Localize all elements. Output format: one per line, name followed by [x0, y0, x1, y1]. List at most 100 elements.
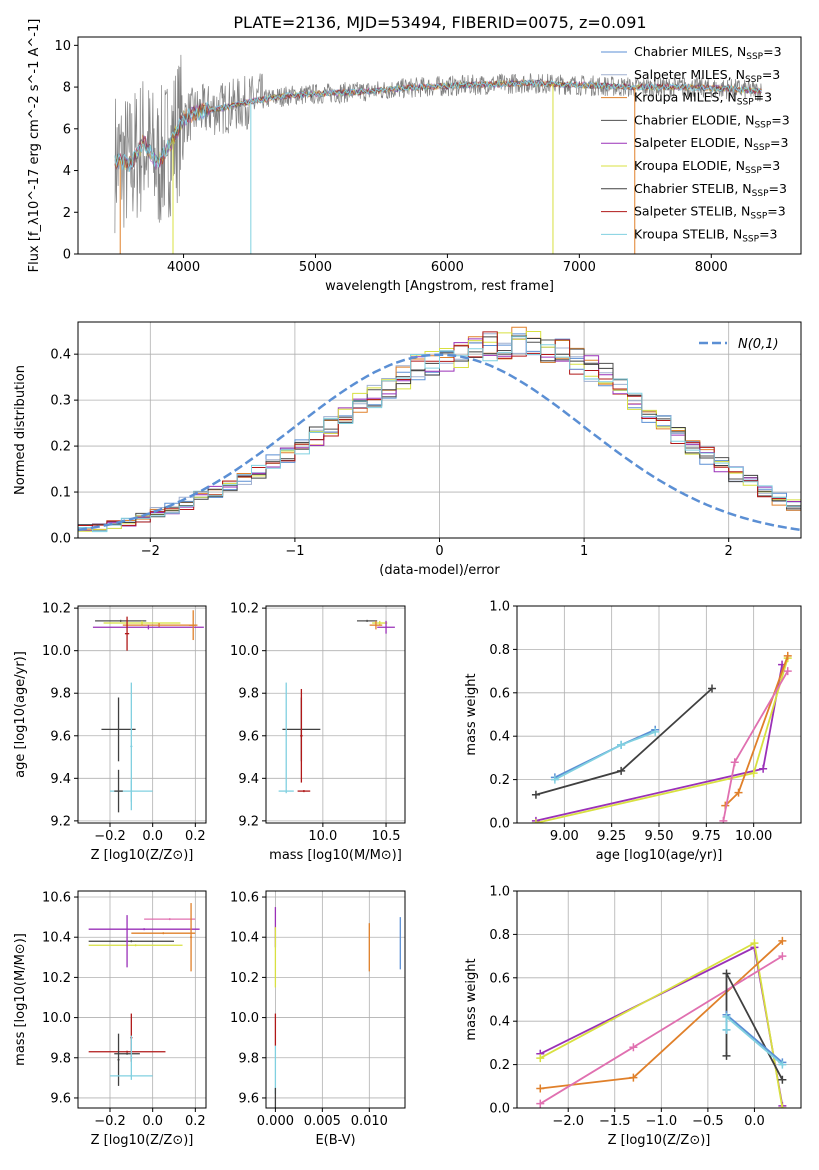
residuals-plot-area: [78, 326, 801, 536]
legend-entry-suffix: =3: [767, 204, 785, 219]
legend-entry-suffix: =3: [771, 112, 789, 127]
spectrum-xtick-label: 7000: [563, 260, 596, 275]
age_vs_z-ytick-label: 10.0: [42, 644, 71, 659]
weight_vs_z-xlabel: Z [log10(Z/Z⊙)]: [608, 1133, 711, 1148]
weight_vs_age-ytick-label: 0.2: [489, 773, 510, 788]
age_vs_mass-ytick-label: 9.6: [238, 729, 259, 744]
legend-entry-sub: SSP: [752, 189, 769, 199]
age_vs_z-panel: −0.2 0.0 0.2 9.2 9.4 9.6 9.8 10.0 10.2 Z [log10(Z…: [13, 602, 207, 863]
weight_vs_z-ytick-label: 0.6: [489, 971, 510, 986]
age_vs_z-plot-area: [92, 610, 204, 813]
weight_vs_age-series-4: [535, 657, 789, 823]
weight_vs_age-marker: [783, 667, 792, 676]
weight_vs_z-frame: [516, 890, 802, 1109]
residuals-xtick-label: −1: [285, 544, 304, 559]
spectrum-ytick-label: 10: [54, 39, 71, 54]
weight_vs_age-xtick-label: 9.75: [692, 829, 721, 844]
mass_vs_z-frame: [77, 890, 207, 1109]
age_vs_z-ytick-label: 9.4: [50, 772, 71, 787]
legend-entry-sub: SSP: [753, 143, 770, 153]
age_vs_mass-xtick-label: 10.0: [308, 829, 337, 844]
histogram-step-4: [78, 338, 801, 532]
residuals-legend-label: N(0,1): [738, 337, 779, 352]
weight_vs_age-marker: [550, 775, 559, 784]
weight_vs_age-series-2: [535, 687, 713, 796]
residuals-ytick-label: 0.1: [50, 486, 71, 501]
residuals-xtick-label: 2: [725, 544, 733, 559]
weight_vs_z-xtick-label: 0.0: [744, 1114, 765, 1129]
mass_vs_z-ytick-label: 10.2: [42, 971, 71, 986]
residuals-xtick-label: 1: [580, 544, 588, 559]
residuals-ytick-label: 0.4: [50, 348, 71, 363]
spectrum-legend: Chabrier MILES, NSSP=3 Salpeter MILES, NS…: [601, 44, 790, 244]
age_vs_z-ylabel: age [log10(age/yr)]: [13, 651, 28, 778]
mass_vs_z-xtick-label: 0.0: [142, 1114, 163, 1129]
mass_vs_ebv-xtick-label: 0.000: [257, 1114, 294, 1129]
weight_vs_age-ylabel: mass weight: [464, 673, 479, 755]
mass_vs_z-ytick-label: 10.0: [42, 1011, 71, 1026]
spectrum-ytick-label: 6: [63, 122, 71, 137]
age_vs_z-xtick-label: 0.2: [185, 829, 206, 844]
residuals-ylabel: Normed distribution: [13, 365, 28, 495]
age_vs_z-ytick-label: 10.2: [42, 602, 71, 617]
age_vs_mass-xtick-label: 10.5: [372, 829, 401, 844]
legend-entry-suffix: =3: [770, 135, 788, 150]
mass_vs_ebv-ytick-label: 10.6: [230, 891, 259, 906]
age_vs_mass-xlabel: mass [log10(M/M⊙)]: [269, 848, 402, 863]
legend-entry: Chabrier STELIB, NSSP=3: [634, 181, 787, 199]
age_vs_mass-ytick-label: 10.2: [230, 602, 259, 617]
legend-entry: Salpeter MILES, NSSP=3: [634, 67, 780, 85]
residuals-panel: −2 −1 0 1 2 0.0 0.1 0.2 0.3 0.4 (data-model)/error…: [13, 321, 802, 578]
weight_vs_z-marker: [778, 1060, 787, 1069]
histogram-step-8: [78, 336, 801, 533]
weight_vs_age-ytick-label: 0.0: [489, 817, 510, 832]
legend-entry-sub: SSP: [750, 212, 767, 222]
spectrum-plot-area: [114, 54, 762, 254]
weight_vs_age-marker: [734, 788, 743, 797]
weight_vs_z-panel: −2.0 −1.5 −1.0 −0.5 0.0 0.0 0.2 0.4 0.6 0.8 1.0 Z […: [464, 885, 802, 1148]
legend-entry-suffix: =3: [762, 158, 780, 173]
age_vs_mass-ytick-label: 9.2: [238, 814, 259, 829]
mass_vs_z-ytick-label: 10.6: [42, 891, 71, 906]
legend-entry: Chabrier ELODIE, NSSP=3: [634, 112, 790, 130]
weight_vs_age-marker: [651, 727, 660, 736]
mass_vs_ebv-ytick-label: 10.0: [230, 1011, 259, 1026]
spectrum-xtick-label: 4000: [167, 260, 200, 275]
legend-entry: Chabrier MILES, NSSP=3: [634, 44, 782, 62]
weight_vs_age-xtick-label: 9.25: [597, 829, 626, 844]
mass_vs_ebv-xtick-label: 0.010: [351, 1114, 388, 1129]
spectrum-xlabel: wavelength [Angstrom, rest frame]: [325, 279, 554, 294]
histogram-step-2: [78, 326, 801, 533]
age_vs_z-ytick-label: 9.6: [50, 729, 71, 744]
weight_vs_age-marker: [719, 816, 728, 823]
legend-entry-suffix: =3: [769, 181, 787, 196]
weight_vs_z-marker: [750, 939, 759, 948]
spectrum-xtick-label: 5000: [299, 260, 332, 275]
weight_vs_age-marker: [531, 819, 540, 823]
mass_vs_z-ytick-label: 9.6: [50, 1091, 71, 1106]
weight_vs_z-marker: [536, 1084, 545, 1093]
figure-title: PLATE=2136, MJD=53494, FIBERID=0075, z=0…: [233, 13, 646, 32]
mass_vs_ebv-panel: 0.000 0.005 0.010 9.6 9.8 10.0 10.2 10.4 10.6 E(B…: [230, 890, 406, 1148]
age_vs_mass-panel: 10.0 10.5 9.2 9.4 9.6 9.8 10.0 10.2 mass [log10(…: [230, 602, 406, 863]
histogram-step-6: [78, 335, 801, 530]
mass_vs_ebv-ytick-label: 10.2: [230, 971, 259, 986]
weight_vs_age-ytick-label: 0.4: [489, 730, 510, 745]
age_vs_mass-ytick-label: 9.8: [238, 687, 259, 702]
spectrum-ytick-label: 2: [63, 206, 71, 221]
legend-entry-sub: SSP: [742, 234, 759, 244]
weight_vs_age-marker: [617, 740, 626, 749]
age_vs_z-ytick-label: 9.2: [50, 814, 71, 829]
spectrum-panel: 4000 5000 6000 7000 8000 0 2 4 6 8 10 wavelength [A…: [27, 19, 802, 294]
weight_vs_age-xlabel: age [log10(age/yr)]: [596, 848, 723, 863]
weight_vs_z-ylabel: mass weight: [464, 958, 479, 1040]
weight_vs_z-marker: [722, 1051, 731, 1060]
residuals-xtick-label: 0: [435, 544, 443, 559]
age_vs_z-frame: [77, 605, 207, 824]
weight_vs_age-ytick-label: 0.6: [489, 686, 510, 701]
spectrum-ytick-label: 8: [63, 81, 71, 96]
mass_vs_ebv-ytick-label: 9.8: [238, 1051, 259, 1066]
weight_vs_age-marker: [783, 651, 792, 660]
weight_vs_age-marker: [730, 758, 739, 767]
